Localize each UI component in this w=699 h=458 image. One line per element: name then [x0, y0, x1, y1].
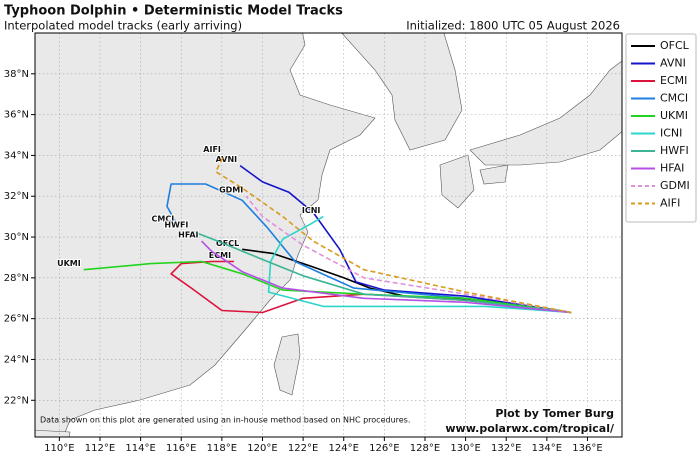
track-line [83, 260, 572, 314]
legend-label: ICNI [660, 127, 682, 140]
x-tick-label: 120°E [247, 443, 277, 454]
grid [35, 33, 622, 437]
y-tick-label: 34°N [4, 150, 29, 161]
legend-label: OFCL [660, 39, 690, 52]
korea [341, 33, 463, 151]
x-tick-label: 134°E [532, 443, 562, 454]
hainan [35, 429, 71, 437]
y-tick-label: 36°N [4, 110, 29, 121]
data-note: Data shown on this plot are generated us… [40, 416, 410, 425]
track-end-label: UKMI [57, 259, 81, 268]
legend-label: GDMI [660, 179, 690, 192]
legend-label: ECMI [660, 74, 687, 87]
china [35, 33, 376, 437]
tracks: OFCL AVNI ECMI CMCI UKMI ICNI HWFI HFAI GDMI AIFI [56, 144, 572, 314]
track-line [191, 230, 572, 314]
track-end-label: ECMI [209, 251, 231, 260]
track-end-label: AIFI [203, 145, 221, 154]
x-tick-label: 110°E [44, 443, 74, 454]
y-tick-label: 32°N [4, 191, 29, 202]
track-end-label: ICNI [302, 206, 321, 215]
x-tick-label: 116°E [166, 443, 196, 454]
legend-label: CMCI [660, 92, 688, 105]
initialized-time: Initialized: 1800 UTC 05 August 2026 [406, 19, 620, 33]
japan-shikoku [479, 164, 509, 185]
y-tick-label: 28°N [4, 273, 29, 284]
y-tick-label: 30°N [4, 232, 29, 243]
x-tick-label: 114°E [125, 443, 155, 454]
track-end-label: CMCI [151, 214, 174, 223]
track-end-label: GDMI [219, 186, 243, 195]
track-end-label: OFCL [216, 239, 239, 248]
legend-label: HWFI [660, 144, 689, 157]
x-tick-label: 124°E [329, 443, 359, 454]
legend-label: HFAI [660, 162, 684, 175]
land [35, 33, 622, 437]
y-tick-label: 38°N [4, 69, 29, 80]
japan-kyushu [439, 154, 475, 209]
credit: Plot by Tomer Burg [495, 407, 614, 420]
x-tick-label: 128°E [410, 443, 440, 454]
track-end-label: HFAI [178, 231, 198, 240]
track-line [201, 240, 572, 314]
track-end-label: AVNI [216, 155, 238, 164]
taiwan [273, 333, 301, 396]
x-tick-label: 132°E [491, 443, 521, 454]
x-tick-label: 130°E [450, 443, 480, 454]
track-line [267, 215, 572, 314]
track-line [166, 183, 572, 314]
legend-label: UKMI [660, 109, 688, 122]
map-frame [34, 32, 623, 438]
x-tick-label: 122°E [288, 443, 318, 454]
x-tick-label: 136°E [572, 443, 602, 454]
legend-label: AVNI [660, 57, 686, 70]
track-line [239, 164, 572, 314]
track-end-label: HWFI [164, 220, 188, 229]
chart-subtitle: Interpolated model tracks (early arrivin… [4, 19, 242, 33]
credit-url: www.polarwx.com/tropical/ [445, 422, 615, 435]
y-tick-label: 26°N [4, 314, 29, 325]
x-tick-label: 126°E [369, 443, 399, 454]
track-line [215, 155, 572, 314]
y-tick-label: 22°N [4, 395, 29, 406]
y-tick-label: 24°N [4, 354, 29, 365]
japan-honshu [469, 60, 622, 166]
x-tick-label: 112°E [85, 443, 115, 454]
legend-label: AIFI [660, 197, 680, 210]
chart-title: Typhoon Dolphin • Deterministic Model Tr… [4, 4, 343, 19]
track-line [245, 195, 572, 314]
x-tick-label: 118°E [207, 443, 237, 454]
